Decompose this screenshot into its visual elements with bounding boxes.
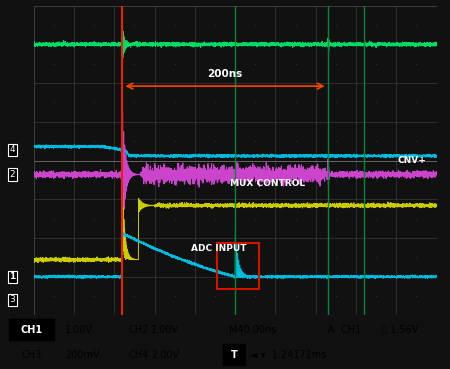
Text: CH3: CH3 [22, 350, 41, 360]
Text: 3: 3 [10, 296, 15, 304]
Text: 1.00V: 1.00V [65, 325, 93, 335]
Text: 1: 1 [9, 272, 16, 281]
Text: 2.00V: 2.00V [151, 350, 179, 360]
Text: MUX CONTROL: MUX CONTROL [230, 179, 305, 188]
Text: 200ns: 200ns [207, 69, 243, 79]
Text: 4: 4 [10, 145, 15, 154]
Text: 200mV: 200mV [65, 350, 100, 360]
Bar [223, 344, 245, 365]
Text: M40.00ns: M40.00ns [230, 325, 277, 335]
Bar [217, 243, 259, 289]
Text: CH2: CH2 [128, 325, 149, 335]
Text: ADC INPUT: ADC INPUT [191, 244, 247, 254]
Text: CH4: CH4 [128, 350, 149, 360]
Text: 2: 2 [10, 170, 15, 179]
Text: 1.00V: 1.00V [151, 325, 179, 335]
Text: ⏳: ⏳ [382, 325, 387, 334]
Bar [9, 319, 54, 339]
Text: ◄ ▾  1.24171ms: ◄ ▾ 1.24171ms [250, 350, 326, 360]
Text: 1.56V: 1.56V [387, 325, 418, 335]
Text: T: T [230, 350, 238, 360]
Text: A  CH1: A CH1 [328, 325, 362, 335]
Text: CH1: CH1 [20, 325, 43, 335]
Text: CNV+: CNV+ [397, 156, 427, 165]
